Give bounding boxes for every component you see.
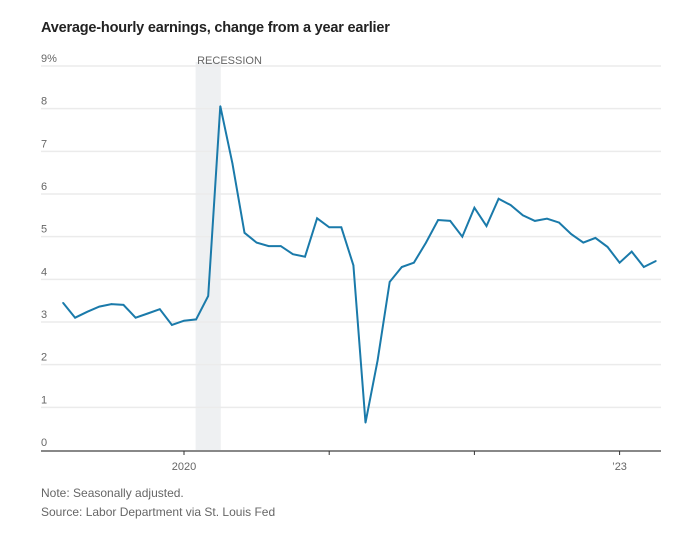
y-axis-labels: 0 1 2 3 4 5 6 7 8 9% <box>41 53 57 449</box>
data-point <box>219 105 222 107</box>
data-point <box>146 312 149 315</box>
data-point <box>546 217 548 220</box>
y-tick-label: 0 <box>41 437 47 449</box>
data-point <box>534 220 536 222</box>
data-point <box>594 237 597 239</box>
data-point <box>231 162 234 165</box>
data-point <box>522 214 524 217</box>
data-point <box>558 221 560 224</box>
data-point <box>449 220 452 222</box>
data-point <box>376 359 379 362</box>
data-point <box>255 241 258 244</box>
y-tick-label: 5 <box>41 224 47 236</box>
recession-shade <box>195 62 221 450</box>
recession-label: RECESSION <box>197 55 262 67</box>
gridlines <box>41 65 661 409</box>
data-point <box>195 318 197 321</box>
data-point <box>86 310 88 313</box>
source-text: Source: Labor Department via St. Louis F… <box>41 505 276 519</box>
data-point <box>630 250 633 253</box>
data-point <box>159 308 161 311</box>
data-point <box>304 255 306 258</box>
data-point <box>110 303 113 305</box>
data-point <box>340 226 343 229</box>
data-point <box>122 304 125 306</box>
series-line <box>62 105 657 423</box>
y-tick-label: 6 <box>41 181 47 193</box>
recession-band: RECESSION <box>195 55 262 450</box>
series-group <box>62 105 657 424</box>
data-point <box>570 233 572 235</box>
y-tick-label: 2 <box>41 352 47 364</box>
data-point <box>388 281 391 283</box>
data-point <box>171 324 173 326</box>
data-point <box>618 261 621 264</box>
data-point <box>74 316 76 319</box>
y-tick-label: 3 <box>41 309 47 321</box>
data-point <box>98 305 101 308</box>
data-point <box>606 246 609 248</box>
y-tick-label: 8 <box>41 96 47 108</box>
data-point <box>316 217 318 220</box>
data-point <box>292 253 294 255</box>
y-tick-label: 1 <box>41 394 47 406</box>
data-point <box>655 260 657 262</box>
data-point <box>485 225 488 227</box>
y-tick-label: 9% <box>41 53 57 65</box>
data-point <box>401 266 403 268</box>
x-tick-label: ’23 <box>612 461 627 473</box>
data-point <box>328 226 331 229</box>
data-point <box>183 319 185 322</box>
data-point <box>473 206 476 209</box>
data-point <box>582 241 585 244</box>
data-point <box>497 197 500 200</box>
data-point <box>364 421 367 424</box>
data-point <box>352 264 355 267</box>
data-point <box>413 261 415 264</box>
data-point <box>509 204 512 206</box>
data-point <box>62 302 64 304</box>
data-point <box>267 245 270 247</box>
data-point <box>280 245 282 247</box>
y-tick-label: 4 <box>41 266 47 278</box>
data-point <box>134 316 137 319</box>
chart-title: Average-hourly earnings, change from a y… <box>41 20 390 36</box>
x-tick-label: 2020 <box>172 461 196 473</box>
y-tick-label: 7 <box>41 138 47 150</box>
data-point <box>425 241 427 244</box>
x-axis: 2020 ’23 <box>41 450 661 473</box>
data-point <box>207 295 209 297</box>
data-point <box>243 232 246 234</box>
note-text: Note: Seasonally adjusted. <box>41 486 184 500</box>
data-point <box>643 266 645 268</box>
data-point <box>437 219 439 221</box>
data-point <box>461 235 464 238</box>
